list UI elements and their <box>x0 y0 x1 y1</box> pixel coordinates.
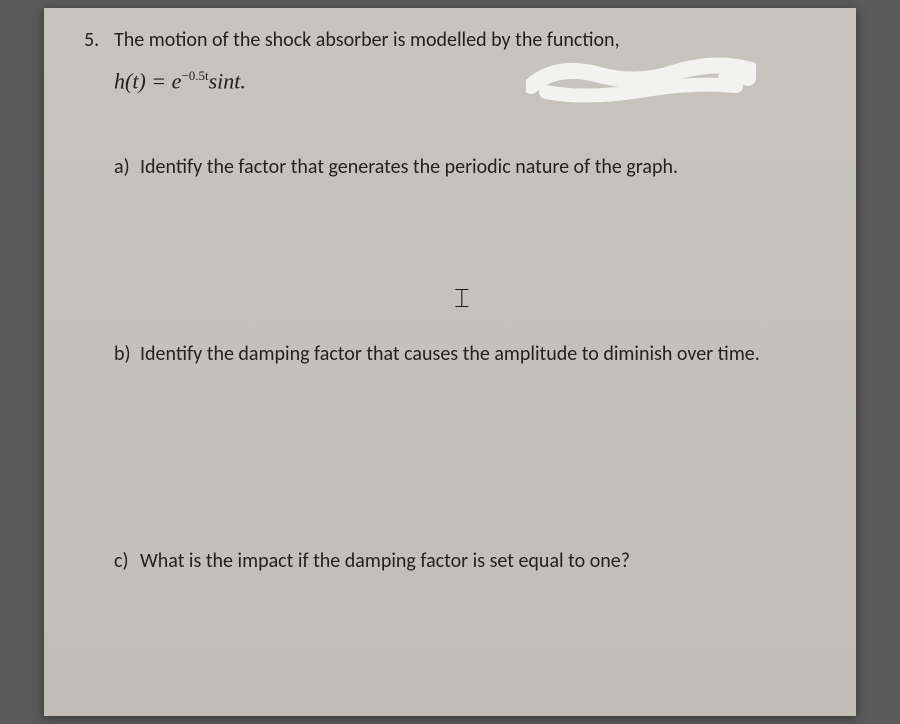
part-a: a) Identify the factor that generates th… <box>114 154 816 181</box>
worksheet-page: 5. The motion of the shock absorber is m… <box>44 8 856 716</box>
part-c: c) What is the impact if the damping fac… <box>114 548 816 575</box>
part-c-label: c) <box>114 548 140 575</box>
text-cursor-icon: ⌶ <box>454 284 470 315</box>
part-b-label: b) <box>114 341 140 368</box>
question-stem: 5. The motion of the shock absorber is m… <box>84 26 816 54</box>
question-text: The motion of the shock absorber is mode… <box>114 26 620 54</box>
part-a-text: Identify the factor that generates the p… <box>140 154 678 181</box>
part-b-text: Identify the damping factor that causes … <box>140 341 760 368</box>
part-a-label: a) <box>114 154 140 181</box>
whiteout-scribble <box>526 56 756 106</box>
part-b: b) Identify the damping factor that caus… <box>114 341 816 368</box>
part-c-text: What is the impact if the damping factor… <box>140 548 630 575</box>
question-number: 5. <box>84 26 114 54</box>
